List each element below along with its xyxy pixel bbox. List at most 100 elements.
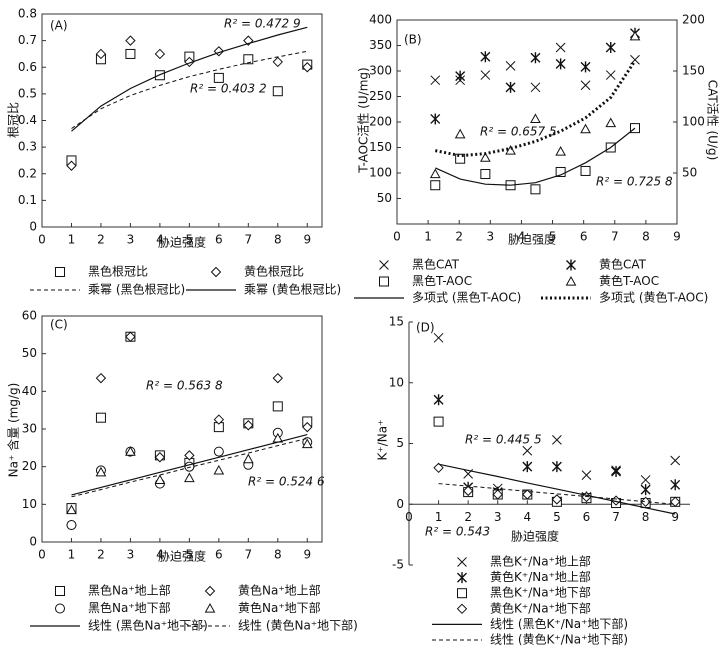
x-tick-label: 8 (642, 510, 650, 524)
panel-label: (A) (50, 19, 68, 33)
r-squared: R² = 0.563 8 (146, 379, 223, 393)
legend-symbol (210, 266, 222, 278)
marker-asterisk (522, 461, 533, 473)
marker-triangle (301, 438, 313, 449)
x-tick-label: 4 (523, 510, 531, 524)
legend-label: 黄色Na⁺地下部 (238, 600, 321, 615)
legend-label: 黑色CAT (412, 258, 460, 272)
marker-triangle (480, 152, 491, 162)
legend-symbol (55, 603, 65, 614)
marker-diamond (154, 48, 166, 60)
x-tick-label: 3 (494, 510, 502, 524)
marker-x (555, 42, 566, 53)
y-tick-label: 0 (396, 497, 404, 511)
y-tick-label: 0.6 (18, 60, 37, 74)
legend-label: 线性 (黄色Na⁺地下部) (238, 618, 358, 633)
r-squared: R² = 0.403 2 (190, 82, 267, 96)
legend-symbol (457, 588, 467, 599)
marker-triangle (66, 504, 77, 515)
x-tick-label: 5 (186, 548, 194, 562)
marker-asterisk (430, 113, 441, 125)
marker-square (530, 184, 541, 195)
marker-x (522, 445, 533, 456)
marker-triangle (454, 128, 466, 139)
x-tick-label: 1 (435, 510, 443, 524)
y-tick-label: 250 (369, 89, 392, 103)
marker-triangle (184, 472, 195, 483)
marker-diamond (670, 496, 681, 508)
legend-label: 黑色K⁺/Na⁺地上部 (490, 554, 591, 569)
y-tick-label: 50 (22, 346, 37, 360)
marker-x (605, 70, 616, 80)
fit-line (438, 483, 676, 505)
marker-diamond (213, 414, 225, 425)
r-squared: R² = 0.725 8 (596, 175, 673, 189)
r-squared: R² = 0.524 6 (248, 475, 325, 489)
y-axis-label: 根冠比 (7, 102, 21, 138)
marker-diamond (492, 489, 503, 500)
y-tick-label: 0.5 (18, 86, 37, 100)
x-tick-label: 3 (487, 230, 495, 244)
marker-square (480, 169, 491, 180)
marker-asterisk (670, 479, 681, 491)
x-tick-label: 0 (393, 230, 401, 244)
y-tick-label: 400 (369, 13, 392, 27)
x-tick-label: 6 (583, 510, 591, 524)
marker-square (430, 180, 441, 191)
y2-tick-label: 50 (682, 166, 697, 180)
y-tick-label: 0.7 (18, 33, 37, 47)
x-tick-label: 1 (68, 233, 76, 247)
fit-line (71, 26, 308, 132)
legend-label: 乘幂 (黄色根冠比) (244, 283, 341, 297)
legend-symbol (457, 572, 467, 584)
marker-square (580, 165, 591, 176)
y-tick-label: 350 (369, 38, 392, 52)
marker-diamond (184, 450, 195, 461)
x-tick-label: 0 (405, 510, 413, 524)
legend-label: 黑色根冠比 (88, 265, 148, 279)
legend-label: 黄色K⁺/Na⁺地上部 (490, 569, 591, 584)
marker-asterisk (640, 484, 651, 496)
y-tick-label: 40 (22, 384, 37, 398)
y-tick-label: 50 (377, 191, 392, 205)
y-axis-label: Na⁺ 含量 (mg/g) (6, 383, 21, 478)
y-tick-label: 20 (22, 459, 37, 473)
x-tick-label: 5 (549, 230, 557, 244)
marker-triangle (154, 474, 166, 484)
y2-tick-label: 100 (682, 115, 705, 129)
fit-line (434, 59, 637, 158)
x-tick-label: 8 (642, 230, 650, 244)
legend-label: 黑色Na⁺地上部 (88, 583, 171, 598)
legend-symbol (204, 585, 216, 597)
x-tick-label: 1 (68, 548, 76, 562)
x-tick-label: 9 (671, 510, 679, 524)
legend-symbol (456, 603, 468, 615)
fit-line (438, 463, 676, 515)
legend-symbol (379, 276, 389, 287)
legend-label: 多项式 (黑色T-AOC) (412, 291, 521, 305)
fit-line (71, 50, 308, 129)
y-tick-label: 300 (369, 64, 392, 78)
marker-asterisk (551, 461, 562, 473)
marker-square (455, 153, 466, 164)
legend-label: 线性 (黑色Na⁺地下部) (88, 618, 208, 633)
marker-x (505, 61, 516, 71)
marker-diamond (95, 48, 107, 60)
x-tick-label: 5 (186, 233, 194, 247)
marker-asterisk (555, 58, 566, 70)
x-axis-label: 胁迫强度 (508, 232, 556, 247)
marker-diamond (551, 494, 563, 505)
y-tick-label: 0.8 (18, 7, 37, 21)
marker-square (243, 54, 254, 65)
legend-label: 线性 (黄色K⁺/Na⁺地下部) (490, 632, 628, 647)
legend-symbol (55, 267, 65, 277)
panel-label: (D) (416, 321, 435, 335)
marker-circle (66, 520, 77, 531)
fit-line (71, 434, 308, 496)
marker-diamond (66, 160, 77, 171)
y-tick-label: 0 (29, 220, 37, 234)
marker-asterisk (580, 61, 591, 73)
marker-triangle (95, 466, 107, 477)
x-tick-label: 7 (244, 233, 252, 247)
